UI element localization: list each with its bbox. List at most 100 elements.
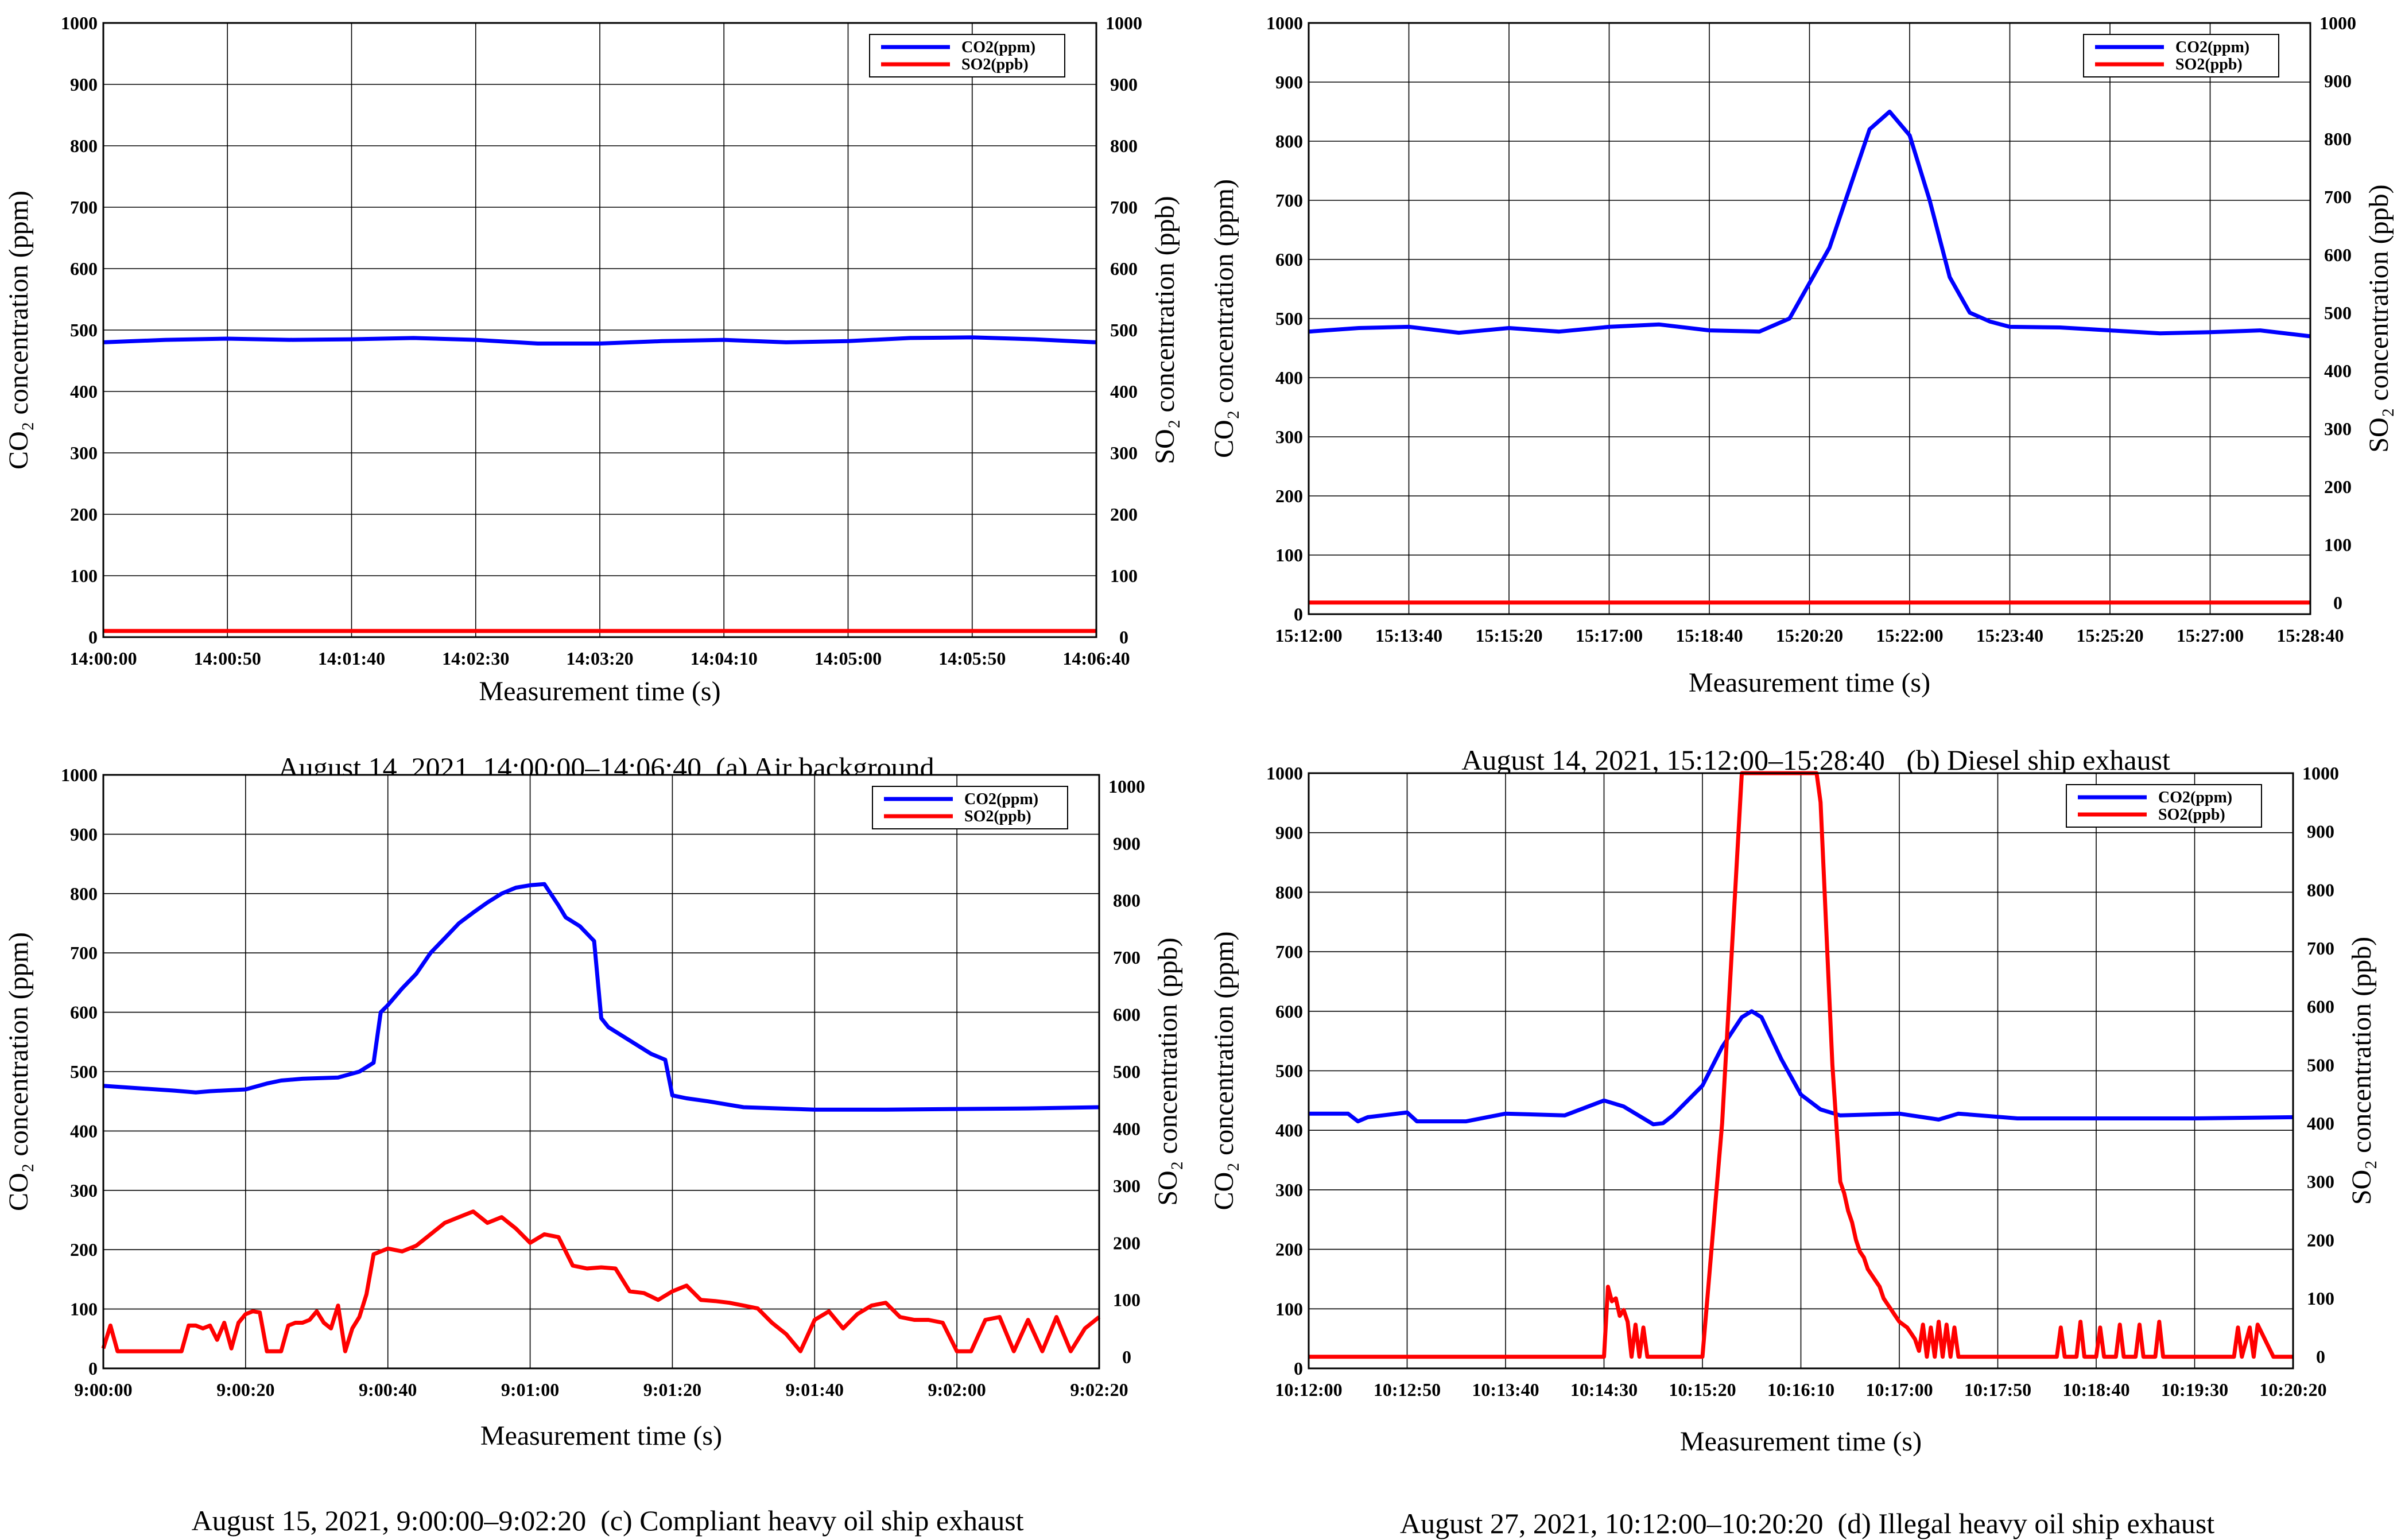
y-left-tick-label-a: 300	[70, 443, 98, 463]
y-right-tick-label-d: 800	[2307, 879, 2334, 900]
y-left-tick-label-d: 600	[1275, 1001, 1303, 1022]
legend-label-c: SO2(ppb)	[964, 808, 1031, 825]
caption-d-date: August 27, 2021, 10:12:00–10:20:20	[1399, 1507, 1824, 1539]
y-left-tick-label-d: 700	[1275, 941, 1303, 962]
y-right-axis-title-a: SO₂ concentration (ppb)	[1150, 196, 1180, 464]
y-right-tick-label-a: 0	[1119, 627, 1128, 647]
y-left-tick-label-c: 0	[88, 1358, 98, 1379]
x-axis-title-a: Measurement time (s)	[479, 676, 720, 707]
y-left-tick-label-c: 800	[70, 883, 98, 904]
y-right-tick-label-b: 600	[2324, 245, 2352, 265]
x-tick-label-d: 10:12:00	[1275, 1379, 1342, 1400]
y-right-tick-label-a: 700	[1110, 197, 1138, 218]
y-right-tick-label-b: 400	[2324, 360, 2352, 381]
x-tick-label-d: 10:12:50	[1374, 1379, 1441, 1400]
y-right-tick-label-d: 200	[2307, 1229, 2334, 1250]
y-right-tick-label-c: 100	[1113, 1290, 1141, 1310]
legend-box-a	[869, 34, 1065, 77]
caption-b-date: August 14, 2021, 15:12:00–15:28:40	[1461, 744, 1885, 776]
chart-panel-b: 15:12:00 15:13:40 15:15:20 15:17:00 15:18:40…	[1202, 0, 2405, 759]
x-tick-label-d: 10:14:30	[1570, 1379, 1638, 1400]
y-right-tick-label-c: 300	[1113, 1176, 1141, 1196]
y-left-tick-label-a: 500	[70, 320, 98, 340]
y-left-tick-label-b: 400	[1275, 367, 1303, 388]
y-right-tick-label-b: 0	[2333, 592, 2342, 613]
chart-svg-a: 14:00:00 14:00:50 14:01:40 14:02:30 14:03:20…	[3, 13, 1180, 707]
y-right-tick-label-a: 900	[1110, 74, 1138, 95]
y-right-tick-label-d: 700	[2307, 938, 2334, 959]
x-tick-label-a: 14:04:10	[691, 648, 758, 669]
legend-label-a: SO2(ppb)	[961, 56, 1029, 73]
y-right-tick-label-d: 400	[2307, 1113, 2334, 1134]
y-left-axis-title-b: CO₂ concentration (ppm)	[1209, 179, 1239, 458]
x-tick-label-d: 10:17:00	[1865, 1379, 1933, 1400]
chart-panel-c: 9:00:00 9:00:20 9:00:40 9:01:00 9:01:20 9:01:…	[0, 759, 1202, 1518]
y-left-tick-label-a: 1000	[61, 13, 98, 33]
x-tick-label-a: 14:03:20	[566, 648, 633, 669]
legend-label-d: CO2(ppm)	[2158, 789, 2232, 806]
legend-label-b: CO2(ppm)	[2175, 38, 2249, 56]
y-right-axis-title-c: SO₂ concentration (ppb)	[1153, 937, 1183, 1205]
x-tick-label-a: 14:00:00	[69, 648, 137, 669]
x-tick-label-b: 15:12:00	[1275, 625, 1342, 646]
y-right-tick-label-b: 300	[2324, 418, 2352, 439]
caption-d-label: (d) Illegal heavy oil ship exhaust	[1837, 1507, 2215, 1539]
y-right-axis-title-d: SO₂ concentration (ppb)	[2346, 937, 2377, 1205]
y-left-tick-label-d: 0	[1294, 1358, 1303, 1379]
x-tick-label-b: 15:13:40	[1375, 625, 1442, 646]
y-right-tick-label-a: 400	[1110, 381, 1138, 402]
y-left-tick-label-a: 100	[70, 565, 98, 586]
x-tick-label-b: 15:18:40	[1675, 625, 1743, 646]
x-tick-label-c: 9:01:20	[643, 1379, 701, 1400]
y-right-tick-label-c: 900	[1113, 833, 1141, 854]
y-right-tick-label-a: 200	[1110, 504, 1138, 525]
x-tick-label-b: 15:25:20	[2076, 625, 2143, 646]
y-left-tick-label-b: 800	[1275, 131, 1303, 152]
y-right-tick-label-d: 600	[2307, 996, 2334, 1017]
y-left-tick-label-b: 0	[1294, 604, 1303, 624]
y-left-tick-label-b: 600	[1275, 249, 1303, 270]
x-axis-title-d: Measurement time (s)	[1680, 1426, 1922, 1457]
y-left-tick-label-d: 1000	[1266, 763, 1303, 783]
x-tick-label-b: 15:28:40	[2276, 625, 2344, 646]
co2-line-a	[103, 335, 1097, 346]
y-right-tick-label-a: 1000	[1105, 13, 1142, 33]
x-tick-label-a: 14:01:40	[318, 648, 385, 669]
caption-c: August 15, 2021, 9:00:00–9:02:20 (c) Com…	[103, 1471, 1099, 1537]
y-left-tick-label-b: 200	[1275, 486, 1303, 506]
so2-line-d	[1309, 771, 2293, 1359]
y-left-tick-label-d: 400	[1275, 1120, 1303, 1141]
legend-label-c: CO2(ppm)	[964, 790, 1038, 808]
x-tick-label-c: 9:01:40	[786, 1379, 844, 1400]
x-tick-label-b: 15:20:20	[1776, 625, 1843, 646]
y-left-tick-label-c: 200	[70, 1239, 98, 1260]
chart-panel-d: 10:12:00 10:12:50 10:13:40 10:14:30 10:15:20…	[1202, 759, 2405, 1518]
x-tick-label-c: 9:00:00	[74, 1379, 132, 1400]
y-left-tick-label-d: 200	[1275, 1239, 1303, 1260]
x-tick-label-d: 10:15:20	[1669, 1379, 1736, 1400]
x-tick-label-a: 14:05:00	[814, 648, 882, 669]
y-left-tick-label-a: 200	[70, 504, 98, 525]
y-right-tick-label-c: 200	[1113, 1232, 1141, 1253]
y-left-tick-label-a: 700	[70, 197, 98, 218]
y-right-tick-label-c: 700	[1113, 947, 1141, 968]
y-left-axis-title-a: CO₂ concentration (ppm)	[3, 191, 34, 470]
y-right-tick-label-b: 200	[2324, 476, 2352, 497]
legend-label-a: CO2(ppm)	[961, 38, 1035, 56]
chart-svg-c: 9:00:00 9:00:20 9:00:40 9:01:00 9:01:20 9:01:…	[3, 765, 1183, 1451]
y-right-tick-label-d: 300	[2307, 1172, 2334, 1192]
y-left-tick-label-b: 1000	[1266, 13, 1303, 33]
y-right-tick-label-b: 700	[2324, 187, 2352, 207]
y-right-tick-label-a: 500	[1110, 320, 1138, 340]
x-tick-label-b: 15:27:00	[2177, 625, 2244, 646]
y-left-tick-label-c: 500	[70, 1061, 98, 1082]
y-left-tick-label-b: 500	[1275, 308, 1303, 329]
y-right-tick-label-c: 0	[1122, 1347, 1131, 1367]
chart-panel-a: 14:00:00 14:00:50 14:01:40 14:02:30 14:03:20…	[0, 0, 1202, 759]
y-right-tick-label-a: 600	[1110, 258, 1138, 279]
y-right-tick-label-c: 500	[1113, 1061, 1141, 1082]
y-left-tick-label-d: 100	[1275, 1298, 1303, 1319]
legend-box-c	[872, 786, 1068, 829]
legend-box-d	[2066, 784, 2262, 828]
y-left-tick-label-a: 600	[70, 258, 98, 279]
